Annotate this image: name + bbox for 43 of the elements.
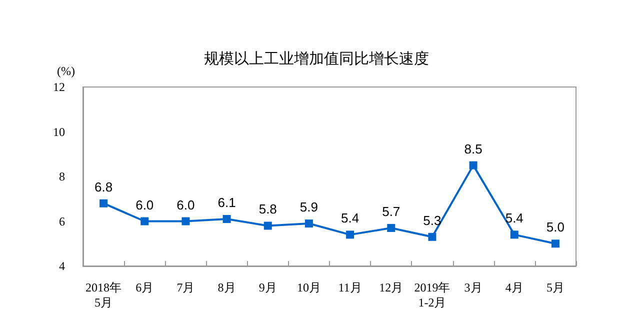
data-label: 5.7	[382, 204, 400, 219]
x-tick-label: 7月	[176, 280, 195, 294]
y-tick-label: 8	[59, 170, 65, 184]
x-tick-label: 5月	[546, 280, 564, 294]
data-label: 5.8	[258, 202, 277, 217]
point	[346, 230, 354, 239]
x-tick-label: 9月	[258, 280, 277, 294]
y-axis-title: (%)	[57, 64, 75, 78]
point	[140, 217, 149, 226]
data-label: 6.0	[136, 197, 154, 212]
point	[264, 222, 272, 230]
point	[469, 161, 478, 170]
data-label: 6.1	[218, 195, 236, 210]
x-tick-label: 2019年 1-2月	[414, 280, 450, 310]
point	[551, 240, 560, 248]
data-label: 5.4	[505, 210, 524, 226]
chart-title: 规模以上工业增加值同比增长速度	[204, 50, 429, 68]
data-label: 6.8	[94, 179, 113, 194]
x-tick-label: 4月	[505, 280, 524, 294]
data-label: 5.4	[341, 210, 360, 226]
data-label: 5.9	[300, 199, 318, 214]
point	[428, 232, 436, 241]
point	[182, 217, 190, 226]
x-tick-label: 2018年 5月	[86, 280, 122, 310]
x-tick-label: 8月	[218, 280, 236, 294]
data-label: 5.3	[423, 212, 442, 228]
x-tick-label: 10月	[296, 280, 321, 294]
point	[222, 215, 231, 224]
data-label: 8.5	[464, 141, 482, 156]
x-tick-label: 6月	[136, 280, 154, 294]
data-label: 6.0	[176, 197, 195, 212]
point	[510, 230, 518, 239]
y-tick-label: 4	[59, 259, 65, 273]
x-tick-label: 12月	[379, 280, 404, 294]
point	[100, 199, 108, 208]
x-tick-label: 11月	[338, 280, 362, 294]
y-tick-label: 12	[53, 80, 65, 94]
data-label: 5.0	[546, 220, 564, 235]
y-tick-label: 10	[53, 124, 65, 139]
point	[387, 224, 396, 232]
point	[304, 219, 313, 228]
y-tick-label: 6	[59, 214, 65, 228]
x-tick-label: 3月	[464, 280, 482, 294]
